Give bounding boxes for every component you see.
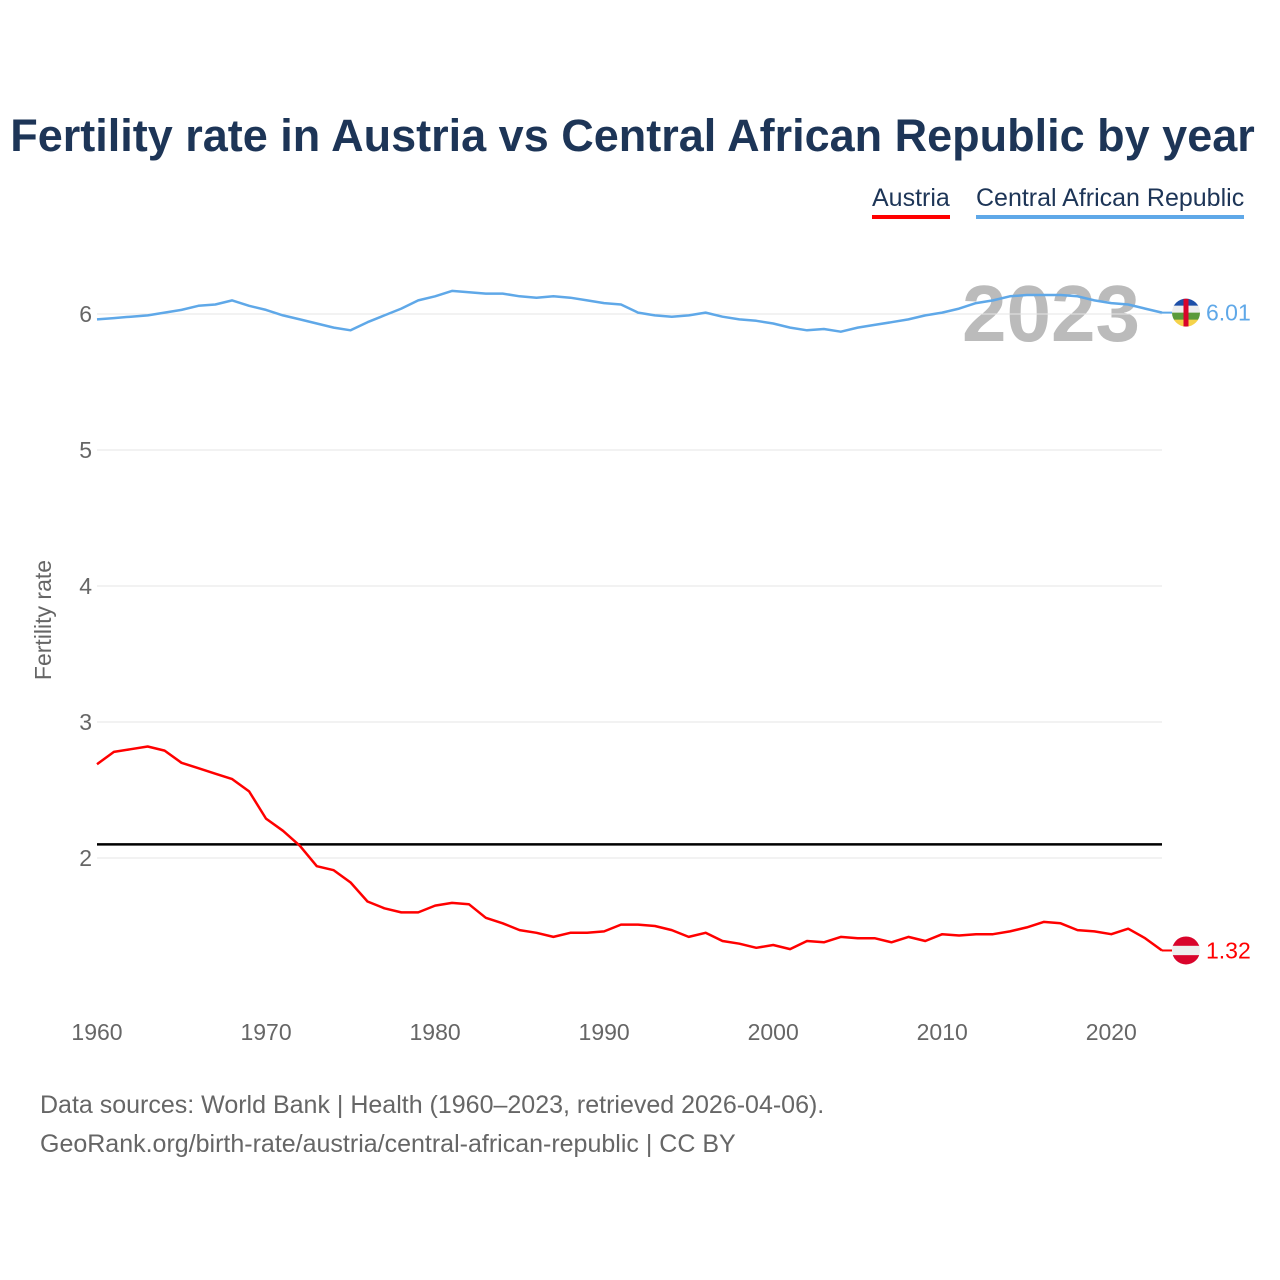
series-line-central-african-republic xyxy=(96,289,1163,333)
end-value-label: 6.01 xyxy=(1206,300,1251,326)
footer-sources: Data sources: World Bank | Health (1960–… xyxy=(40,1091,825,1119)
x-tick-label: 1990 xyxy=(579,1019,630,1045)
y-axis-label: Fertility rate xyxy=(30,560,56,680)
x-tick-label: 1980 xyxy=(410,1019,461,1045)
y-tick-label: 3 xyxy=(79,709,92,735)
x-tick-label: 2020 xyxy=(1086,1019,1137,1045)
y-tick-label: 5 xyxy=(79,437,92,463)
x-tick-label: 1970 xyxy=(240,1019,291,1045)
y-tick-label: 2 xyxy=(79,845,92,871)
car-flag-icon xyxy=(1172,298,1200,327)
y-tick-label: 4 xyxy=(79,573,92,599)
end-value-label: 1.32 xyxy=(1206,937,1251,963)
x-tick-label: 1960 xyxy=(71,1019,122,1045)
x-tick-label: 2000 xyxy=(748,1019,799,1045)
y-tick-label: 6 xyxy=(79,301,92,327)
legend-austria[interactable]: Austria xyxy=(872,184,950,219)
x-tick-label: 2010 xyxy=(917,1019,968,1045)
series-line-austria xyxy=(96,745,1163,952)
legend-central-african-republic[interactable]: Central African Republic xyxy=(976,184,1245,219)
chart-title: Fertility rate in Austria vs Central Afr… xyxy=(10,110,1255,161)
austria-flag-icon xyxy=(1172,936,1200,965)
footer-link[interactable]: GeoRank.org/birth-rate/austria/central-a… xyxy=(40,1130,736,1158)
footer: Data sources: World Bank | Health (1960–… xyxy=(40,1086,824,1164)
